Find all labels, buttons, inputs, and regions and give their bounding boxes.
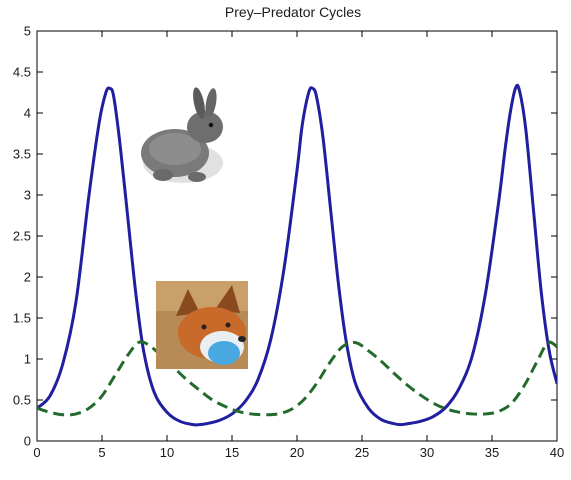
y-tick-label: 0.5 (13, 393, 31, 408)
y-tick-label: 1 (24, 352, 31, 367)
y-tick-label: 3.5 (13, 147, 31, 162)
x-tick-label: 35 (485, 445, 499, 460)
y-tick-label: 5 (24, 24, 31, 39)
x-tick-label: 5 (98, 445, 105, 460)
x-tick-label: 30 (420, 445, 434, 460)
y-tick-label: 3 (24, 188, 31, 203)
y-tick-label: 1.5 (13, 311, 31, 326)
plot-area (36, 30, 558, 442)
series-group (37, 83, 557, 427)
y-tick-label: 4 (24, 106, 31, 121)
predator-series-line (37, 340, 557, 417)
x-tick-label: 15 (225, 445, 239, 460)
fox-photo (156, 281, 248, 369)
axis-ticks: 0 5 10 15 20 25 30 35 40 0 0.5 1 1.5 2 2.5 3 3.5 4 4.5 5 (13, 24, 564, 461)
prey-series-line (37, 83, 557, 427)
rabbit-photo (133, 85, 231, 195)
x-tick-label: 20 (290, 445, 304, 460)
y-tick-label: 2.5 (13, 229, 31, 244)
x-tick-label: 0 (33, 445, 40, 460)
y-tick-label: 0 (24, 434, 31, 449)
x-tick-label: 25 (355, 445, 369, 460)
x-tick-label: 40 (550, 445, 564, 460)
y-tick-label: 2 (24, 270, 31, 285)
chart-title: Prey–Predator Cycles (225, 4, 361, 20)
x-tick-label: 10 (160, 445, 174, 460)
y-tick-label: 4.5 (13, 65, 31, 80)
